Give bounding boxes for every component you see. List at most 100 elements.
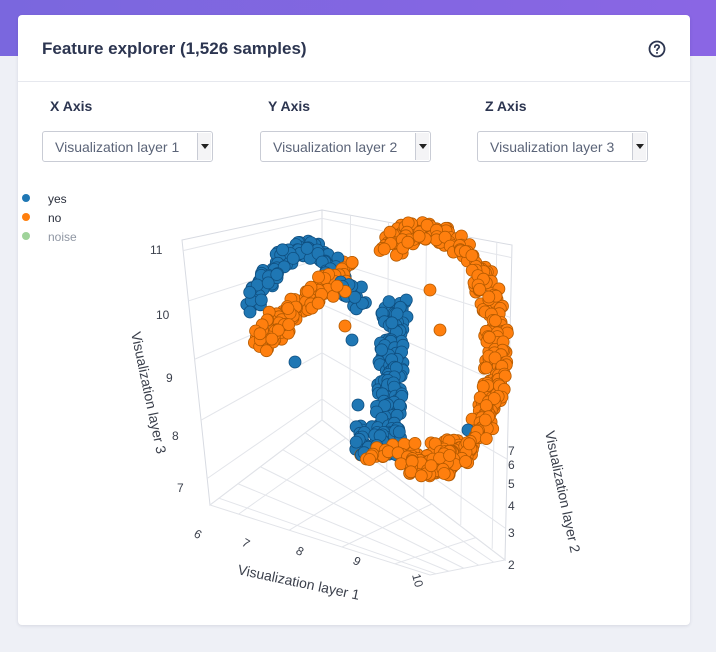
y-tick: 3 bbox=[508, 526, 515, 540]
grid-line bbox=[218, 497, 437, 575]
x-axis-label: X Axis bbox=[50, 98, 93, 114]
y-tick: 4 bbox=[508, 499, 515, 513]
x-tick: 6 bbox=[192, 526, 205, 542]
floor-plane bbox=[208, 419, 507, 576]
data-point-no bbox=[423, 283, 437, 297]
data-point-no bbox=[476, 380, 490, 393]
data-point-no bbox=[253, 327, 267, 341]
z-tick: 8 bbox=[172, 429, 179, 443]
x-axis-select-value: Visualization layer 1 bbox=[55, 139, 180, 155]
z-tick: 9 bbox=[166, 371, 173, 385]
data-point-yes bbox=[349, 435, 363, 449]
data-point-no bbox=[482, 290, 496, 304]
legend-label-noise: noise bbox=[48, 230, 77, 244]
grid-line bbox=[288, 469, 389, 531]
chevron-down-icon[interactable] bbox=[197, 133, 211, 160]
x-tick: 8 bbox=[294, 543, 307, 559]
z-axis-select[interactable]: Visualization layer 3 bbox=[477, 131, 648, 162]
data-point-yes bbox=[243, 285, 257, 299]
z-tick: 10 bbox=[156, 308, 170, 322]
data-point-no bbox=[401, 235, 415, 249]
data-point-no bbox=[478, 413, 492, 427]
data-point-no bbox=[479, 361, 493, 375]
x-tick: 10 bbox=[409, 572, 426, 589]
data-point-no bbox=[363, 453, 376, 466]
data-point-yes bbox=[276, 243, 290, 257]
data-point-no bbox=[488, 351, 502, 365]
legend-label-no: no bbox=[48, 211, 62, 225]
data-point-no bbox=[260, 344, 273, 358]
data-point-no bbox=[394, 457, 408, 471]
card-header: Feature explorer (1,526 samples) bbox=[18, 15, 690, 82]
data-point-no bbox=[408, 436, 422, 450]
y-axis-label: Y Axis bbox=[268, 98, 311, 114]
y-tick: 6 bbox=[508, 458, 515, 472]
data-point-no bbox=[377, 242, 391, 256]
data-point-no bbox=[311, 296, 325, 310]
legend-item-noise[interactable]: noise bbox=[22, 230, 77, 249]
y-tick: 2 bbox=[508, 558, 515, 572]
data-point-no bbox=[383, 225, 397, 239]
grid-line bbox=[460, 236, 465, 526]
grid-line bbox=[394, 537, 476, 565]
grid-line bbox=[341, 503, 433, 548]
x-axis-select[interactable]: Visualization layer 1 bbox=[42, 131, 213, 162]
data-point-no bbox=[459, 455, 473, 468]
x-tick: 7 bbox=[240, 535, 253, 551]
z-axis-select-value: Visualization layer 3 bbox=[490, 139, 615, 155]
data-point-no bbox=[433, 323, 447, 337]
data-point-yes bbox=[286, 251, 300, 265]
data-point-no bbox=[312, 270, 325, 284]
data-point-no bbox=[338, 319, 352, 333]
legend-item-no[interactable]: no bbox=[22, 211, 77, 230]
legend-label-yes: yes bbox=[48, 192, 67, 206]
grid-line bbox=[304, 432, 495, 563]
data-point-no bbox=[282, 318, 296, 332]
data-point-no bbox=[424, 459, 438, 473]
data-point-no bbox=[487, 392, 501, 405]
data-point-no bbox=[465, 249, 479, 262]
data-point-no bbox=[488, 314, 502, 328]
feature-explorer-card: Feature explorer (1,526 samples) bbox=[18, 15, 690, 625]
grid-line bbox=[282, 449, 480, 566]
page-title: Feature explorer (1,526 samples) bbox=[42, 39, 307, 58]
z-axis-label: Z Axis bbox=[485, 98, 527, 114]
y-tick: 7 bbox=[508, 444, 515, 458]
grid-line bbox=[183, 217, 323, 252]
grid-line bbox=[238, 437, 347, 515]
y-tick: 5 bbox=[508, 477, 515, 491]
x-tick: 9 bbox=[351, 553, 364, 569]
data-point-yes bbox=[254, 293, 268, 307]
help-circle-icon[interactable] bbox=[648, 40, 666, 58]
data-point-no bbox=[345, 255, 359, 269]
data-point-no bbox=[482, 330, 496, 344]
grid-line bbox=[200, 352, 323, 421]
data-point-no bbox=[301, 284, 315, 298]
z-tick: 11 bbox=[150, 243, 163, 257]
data-point-yes bbox=[375, 343, 389, 357]
y-axis-select[interactable]: Visualization layer 2 bbox=[260, 131, 431, 162]
data-point-no bbox=[271, 323, 285, 337]
y-axis-title: Visualization layer 2 bbox=[542, 429, 584, 554]
legend-swatch-no bbox=[22, 213, 30, 221]
chart-legend: yes no noise bbox=[22, 192, 77, 249]
data-point-yes bbox=[382, 295, 396, 309]
chevron-down-icon[interactable] bbox=[632, 133, 646, 160]
legend-swatch-noise bbox=[22, 232, 30, 240]
data-points bbox=[240, 216, 514, 483]
grid-line bbox=[321, 304, 510, 388]
grid-line bbox=[260, 466, 464, 569]
data-point-no bbox=[437, 467, 451, 480]
data-point-no bbox=[479, 399, 493, 413]
data-point-no bbox=[412, 229, 426, 243]
data-point-yes bbox=[261, 276, 275, 290]
data-point-no bbox=[330, 279, 344, 293]
grid-line bbox=[237, 483, 449, 572]
legend-item-yes[interactable]: yes bbox=[22, 192, 77, 211]
data-point-yes bbox=[351, 398, 365, 412]
legend-swatch-yes bbox=[22, 194, 30, 202]
data-point-yes bbox=[385, 316, 399, 330]
data-point-yes bbox=[270, 268, 284, 281]
chevron-down-icon[interactable] bbox=[415, 133, 429, 160]
